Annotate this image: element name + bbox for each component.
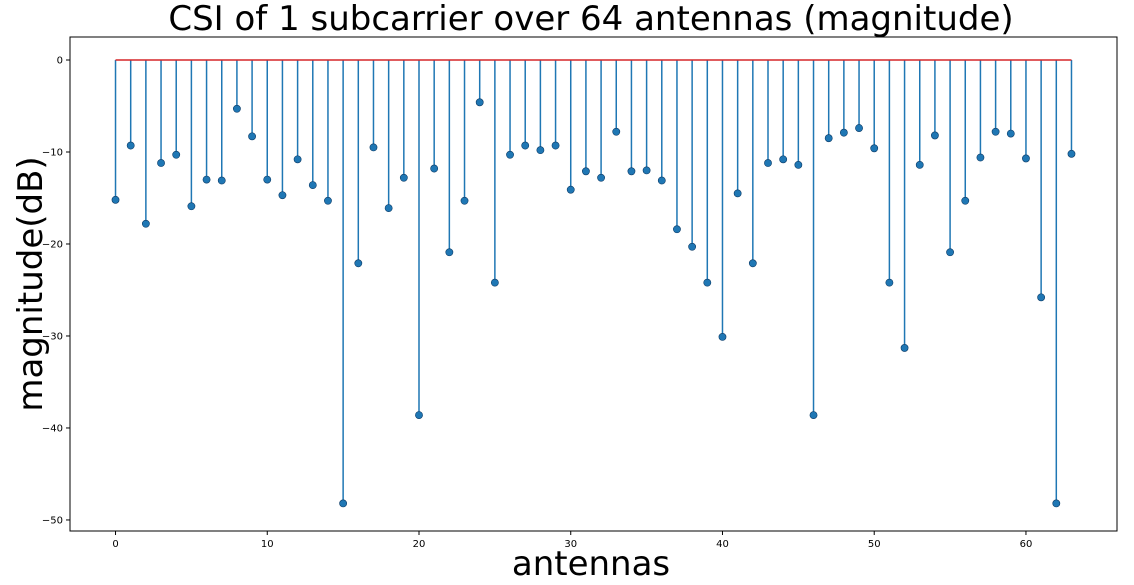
data-point	[1022, 154, 1030, 163]
data-point	[582, 167, 590, 176]
data-point	[399, 173, 408, 182]
data-point	[642, 166, 651, 175]
data-point	[809, 411, 818, 419]
data-point	[915, 160, 924, 169]
x-tick-label: 60	[1020, 539, 1033, 550]
data-point	[900, 344, 909, 352]
data-point	[764, 159, 772, 167]
y-tick-label: −40	[42, 423, 63, 434]
data-point	[976, 153, 985, 162]
data-point	[233, 104, 241, 113]
y-axis-label: magnitude(dB)	[11, 156, 51, 411]
y-tick-label: −30	[42, 331, 63, 342]
data-point	[536, 146, 545, 155]
x-axis-ticks: 0 10 20 30 40 50 60	[112, 531, 1032, 550]
data-point	[172, 150, 181, 159]
data-point	[779, 155, 788, 164]
data-point	[703, 278, 712, 287]
data-point	[278, 191, 287, 200]
data-point	[1052, 499, 1061, 508]
y-tick-label: −50	[42, 515, 63, 526]
chart-title: CSI of 1 subcarrier over 64 antennas (ma…	[168, 0, 1013, 39]
chart-marks	[111, 59, 1076, 508]
data-point	[157, 159, 165, 167]
data-point	[627, 167, 636, 176]
data-point	[733, 189, 742, 198]
data-point	[551, 141, 560, 150]
data-point	[748, 259, 757, 268]
data-point	[870, 144, 879, 153]
data-point	[521, 141, 530, 150]
data-point	[566, 185, 575, 194]
data-point	[688, 242, 697, 251]
data-point	[506, 150, 514, 159]
data-point	[126, 141, 135, 150]
data-point	[612, 127, 621, 136]
data-point	[217, 176, 226, 185]
data-point	[946, 248, 954, 257]
data-point	[1006, 129, 1015, 138]
data-point	[824, 134, 833, 143]
data-point	[597, 173, 605, 182]
data-point	[991, 127, 1000, 136]
data-point	[430, 164, 439, 173]
data-point	[293, 155, 302, 164]
y-tick-label: −10	[42, 147, 63, 158]
data-point	[961, 196, 970, 205]
data-point	[931, 131, 939, 140]
data-point	[475, 98, 484, 107]
data-point	[324, 196, 332, 205]
data-point	[354, 259, 363, 268]
data-point	[415, 411, 423, 419]
x-tick-label: 20	[413, 539, 426, 550]
data-point	[369, 143, 378, 152]
x-tick-label: 0	[112, 539, 118, 550]
data-point	[384, 204, 393, 213]
data-point	[855, 124, 863, 132]
x-tick-label: 40	[716, 539, 729, 550]
data-point	[445, 248, 454, 257]
data-point	[202, 175, 211, 184]
data-point	[490, 278, 499, 287]
data-point	[794, 160, 803, 169]
plot-area-frame	[69, 36, 1118, 532]
data-point	[339, 499, 348, 508]
data-point	[839, 128, 848, 137]
data-point	[673, 225, 681, 234]
data-point	[141, 219, 150, 228]
data-point	[460, 196, 469, 205]
data-point	[308, 181, 317, 190]
data-point	[657, 176, 666, 185]
x-axis-label: antennas	[512, 544, 670, 584]
x-tick-label: 30	[564, 539, 577, 550]
x-tick-label: 50	[868, 539, 881, 550]
data-point	[1067, 149, 1076, 158]
y-tick-label: −20	[42, 239, 63, 250]
data-point	[1037, 293, 1046, 302]
data-point	[187, 202, 196, 211]
data-point	[885, 278, 894, 287]
y-tick-label: 0	[57, 55, 63, 66]
data-point	[248, 132, 256, 141]
data-point	[263, 175, 272, 184]
data-point	[111, 195, 120, 204]
x-tick-label: 10	[261, 539, 274, 550]
y-axis-ticks: 0 −10 −20 −30 −40 −50	[42, 55, 70, 526]
data-point	[718, 332, 727, 341]
